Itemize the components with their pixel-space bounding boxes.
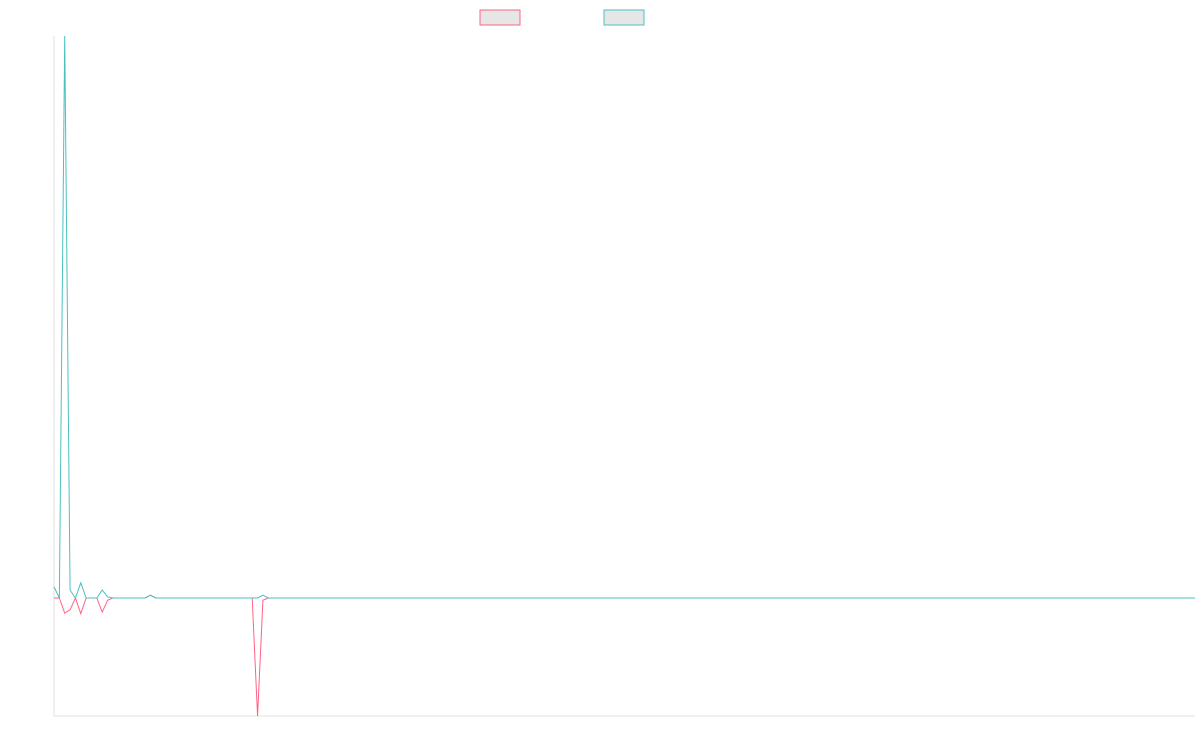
series-line <box>54 594 1195 717</box>
legend-swatch[interactable] <box>603 9 645 26</box>
series-line <box>53 35 1195 600</box>
legend-swatch[interactable] <box>479 9 521 26</box>
